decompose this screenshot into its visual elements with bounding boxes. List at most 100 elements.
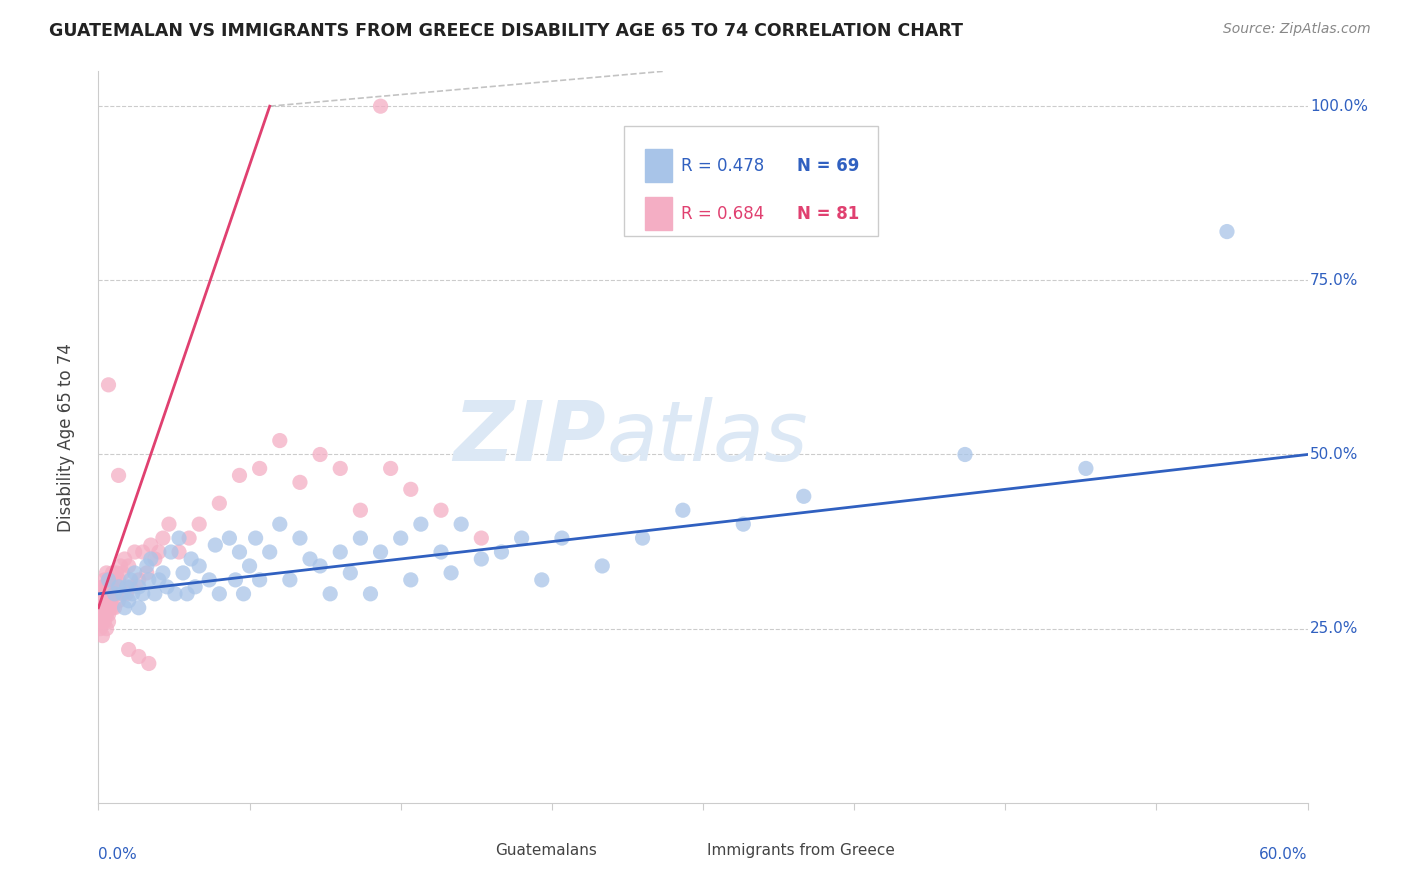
Point [188,517,211,532]
Point [167,531,190,545]
Point [103,587,125,601]
Point [97,580,120,594]
Text: R = 0.684: R = 0.684 [682,205,765,223]
Point [128,600,150,615]
Point [101,580,124,594]
Point [97,615,120,629]
Point [349,531,371,545]
Point [97,600,120,615]
Text: Immigrants from Greece: Immigrants from Greece [707,843,894,858]
Point [157,517,180,532]
Point [89,607,111,622]
Point [156,580,179,594]
Point [259,545,281,559]
Point [96,594,118,608]
Bar [461,838,488,863]
Point [470,552,492,566]
Point [118,642,141,657]
Text: GUATEMALAN VS IMMIGRANTS FROM GREECE DISABILITY AGE 65 TO 74 CORRELATION CHART: GUATEMALAN VS IMMIGRANTS FROM GREECE DIS… [49,22,963,40]
Point [93,573,115,587]
Text: 50.0%: 50.0% [1310,447,1358,462]
Point [530,573,553,587]
Point [319,587,342,601]
Point [93,600,115,615]
Point [152,531,174,545]
Text: Source: ZipAtlas.com: Source: ZipAtlas.com [1223,22,1371,37]
Point [299,552,322,566]
Point [430,545,453,559]
Point [163,587,186,601]
Point [409,517,432,532]
Point [430,503,453,517]
Point [100,573,122,587]
Point [176,587,198,601]
Point [100,580,122,594]
Point [360,587,382,601]
Point [107,468,129,483]
Point [115,587,138,601]
Point [107,580,129,594]
Point [218,531,240,545]
Point [89,587,111,601]
Point [631,531,654,545]
Point [278,573,301,587]
Point [172,566,194,580]
Text: 60.0%: 60.0% [1260,847,1308,862]
Point [450,517,472,532]
Point [103,587,125,601]
Point [143,552,166,566]
Point [110,558,132,573]
Point [128,649,150,664]
Point [93,580,115,594]
Point [239,558,262,573]
Point [591,558,613,573]
Point [470,531,492,545]
Point [184,580,207,594]
Point [120,573,142,587]
Point [115,580,138,594]
Point [148,545,170,559]
Bar [645,149,672,182]
Point [440,566,463,580]
Point [124,566,146,580]
Point [232,587,254,601]
Point [101,566,124,580]
Point [269,517,291,532]
Point [370,545,392,559]
Point [399,483,422,497]
Point [89,615,111,629]
Text: N = 81: N = 81 [797,205,859,223]
Point [97,587,120,601]
Point [399,573,422,587]
Point [329,545,352,559]
Point [228,468,250,483]
Point [249,573,271,587]
FancyBboxPatch shape [624,126,879,235]
Point [288,531,311,545]
Point [167,545,190,559]
Bar [672,838,699,863]
Point [128,573,150,587]
Point [96,587,118,601]
Point [111,587,134,601]
Point [148,573,170,587]
Text: Guatemalans: Guatemalans [495,843,598,858]
Point [96,607,118,622]
Point [188,558,211,573]
Point [96,600,118,615]
Point [100,600,122,615]
Point [93,615,115,629]
Text: atlas: atlas [606,397,808,477]
Point [228,545,250,559]
Point [370,99,392,113]
Point [793,489,815,503]
Point [491,545,513,559]
Point [224,573,246,587]
Text: 0.0%: 0.0% [98,847,138,862]
Point [128,580,150,594]
Point [249,461,271,475]
Point [1216,225,1239,239]
Point [120,580,142,594]
Point [138,657,160,671]
Text: N = 69: N = 69 [797,157,859,175]
